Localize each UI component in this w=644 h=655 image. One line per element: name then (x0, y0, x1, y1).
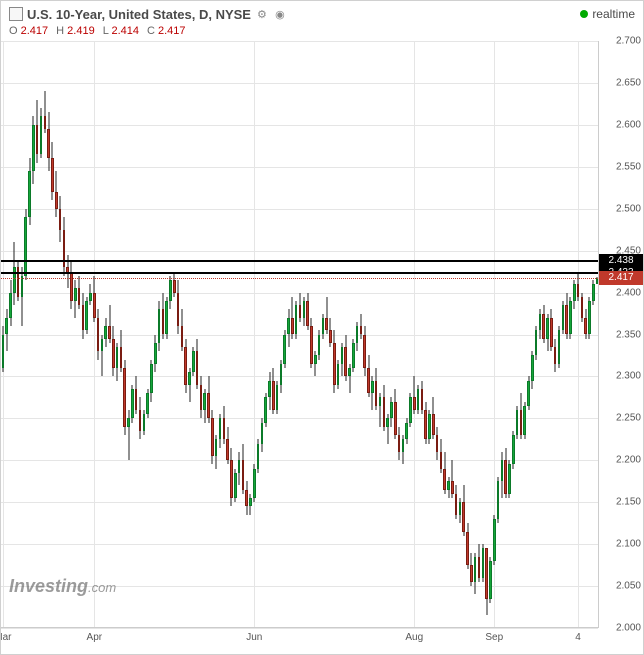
x-tick: Mar (0, 632, 12, 643)
realtime-dot-icon (580, 10, 588, 18)
price-label: 2.417 (599, 271, 643, 285)
x-tick: 4 (575, 632, 581, 643)
close-value: 2.417 (158, 25, 186, 37)
visibility-icon[interactable]: ◉ (273, 7, 287, 21)
x-tick: Jun (246, 632, 262, 643)
y-tick: 2.100 (616, 539, 641, 550)
settings-icon[interactable]: ⚙ (255, 7, 269, 21)
y-tick: 2.000 (616, 623, 641, 634)
y-tick: 2.550 (616, 161, 641, 172)
x-tick: Aug (405, 632, 423, 643)
y-tick: 2.350 (616, 329, 641, 340)
y-tick: 2.400 (616, 287, 641, 298)
y-tick: 2.300 (616, 371, 641, 382)
price-line (1, 278, 598, 279)
y-tick: 2.700 (616, 36, 641, 47)
y-tick: 2.650 (616, 77, 641, 88)
x-tick: Sep (485, 632, 503, 643)
y-tick: 2.050 (616, 581, 641, 592)
watermark: Investing.com (9, 576, 116, 597)
y-axis: 2.0002.0502.1002.1502.2002.2502.3002.350… (599, 41, 643, 628)
y-tick: 2.150 (616, 497, 641, 508)
ohlc-readout: O 2.417 H 2.419 L 2.414 C 2.417 (9, 23, 635, 39)
realtime-indicator: realtime (580, 7, 635, 21)
high-value: 2.419 (67, 25, 95, 37)
y-tick: 2.600 (616, 119, 641, 130)
y-tick: 2.250 (616, 413, 641, 424)
candlestick-chart[interactable]: Investing.com (1, 41, 599, 628)
price-line (1, 260, 598, 262)
realtime-label: realtime (592, 7, 635, 21)
toggle-icon[interactable] (9, 7, 23, 21)
chart-title: U.S. 10-Year, United States, D, NYSE (27, 7, 251, 22)
y-tick: 2.500 (616, 203, 641, 214)
x-axis: Mar Apr Jun Aug Sep 4 (1, 628, 599, 654)
y-tick: 2.200 (616, 455, 641, 466)
open-value: 2.417 (21, 25, 49, 37)
price-line (1, 272, 598, 274)
low-value: 2.414 (111, 25, 139, 37)
x-tick: Apr (87, 632, 103, 643)
